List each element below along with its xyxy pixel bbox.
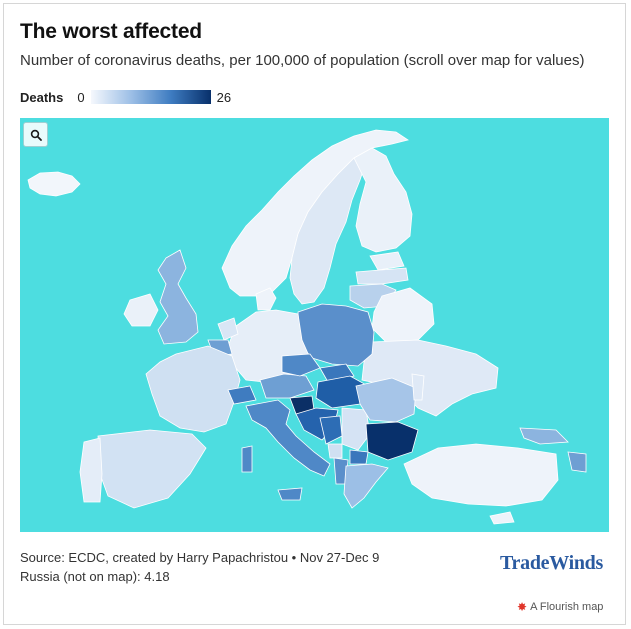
legend-label: Deaths — [20, 89, 64, 105]
country-iceland[interactable] — [27, 171, 81, 197]
country-montenegro[interactable] — [327, 443, 343, 459]
europe-map[interactable] — [20, 118, 609, 532]
country-denmark[interactable] — [255, 287, 277, 311]
source-text: Source: ECDC, created by Harry Papachris… — [20, 550, 380, 565]
zoom-button[interactable] — [23, 122, 48, 147]
country-moldova[interactable] — [411, 373, 425, 401]
country-cyprus[interactable] — [489, 511, 515, 525]
country-turkey[interactable] — [403, 443, 559, 507]
country-north-macedonia[interactable] — [349, 449, 369, 465]
country-armenia[interactable] — [567, 451, 587, 473]
country-czechia[interactable] — [281, 353, 321, 377]
legend-max: 26 — [216, 89, 232, 105]
country-finland[interactable] — [353, 147, 413, 253]
country-bosnia[interactable] — [319, 415, 343, 445]
country-serbia[interactable] — [341, 407, 371, 451]
country-sicily[interactable] — [277, 487, 303, 501]
country-estonia[interactable] — [369, 251, 405, 271]
flourish-star-icon: ✸ — [517, 600, 528, 614]
country-norway[interactable] — [221, 129, 409, 297]
search-icon — [30, 129, 42, 141]
page-subtitle: Number of coronavirus deaths, per 100,00… — [20, 52, 585, 69]
legend-gradient — [90, 90, 211, 104]
country-ireland[interactable] — [123, 293, 159, 327]
map-svg[interactable] — [20, 118, 609, 532]
legend-min: 0 — [77, 89, 85, 105]
country-sardinia[interactable] — [241, 445, 253, 473]
country-france[interactable] — [145, 345, 241, 433]
brand-logo[interactable]: TradeWinds — [500, 552, 603, 574]
flourish-label: A Flourish map — [530, 601, 604, 613]
country-georgia[interactable] — [519, 427, 569, 445]
country-sweden[interactable] — [289, 157, 367, 305]
flourish-credit[interactable]: ✸ A Flourish map — [517, 600, 603, 614]
country-bulgaria[interactable] — [365, 421, 419, 461]
country-greece[interactable] — [343, 463, 389, 509]
country-ukraine[interactable] — [361, 339, 499, 417]
country-netherlands[interactable] — [217, 317, 239, 341]
page-title: The worst affected — [20, 20, 202, 43]
country-latvia[interactable] — [355, 267, 409, 285]
country-switzerland[interactable] — [227, 385, 257, 405]
russia-note: Russia (not on map): 4.18 — [20, 569, 170, 584]
country-uk[interactable] — [157, 249, 199, 345]
source-note: Source: ECDC, created by Harry Papachris… — [20, 548, 379, 586]
country-austria[interactable] — [259, 373, 315, 399]
country-italy[interactable] — [245, 399, 331, 477]
country-romania[interactable] — [355, 377, 417, 423]
legend: Deaths 0 26 — [20, 88, 231, 106]
country-spain[interactable] — [97, 429, 207, 509]
country-portugal[interactable] — [79, 437, 103, 503]
